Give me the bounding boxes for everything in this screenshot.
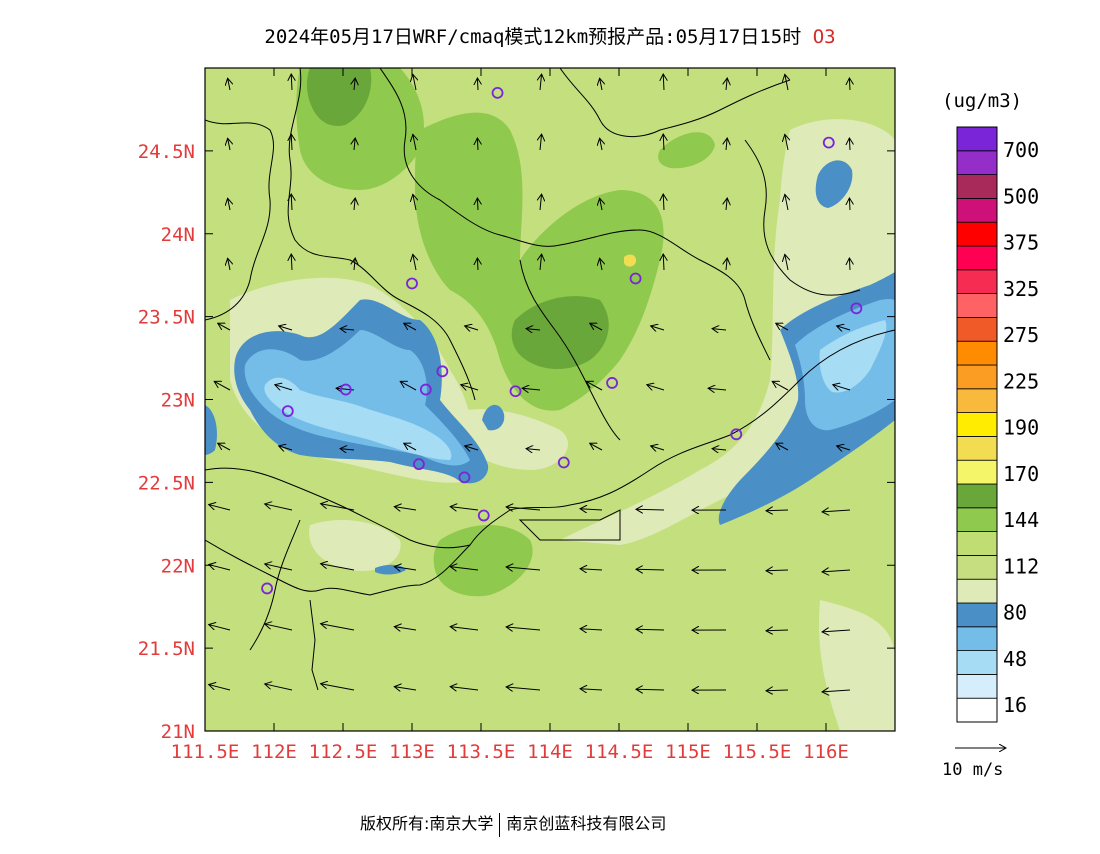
colorbar-bin [957, 508, 997, 532]
wind-vector [849, 78, 850, 90]
colorbar: 700 500 375 325 275 225 190 170 144 112 80 48 16 [957, 127, 1039, 722]
colorbar-label: 112 [1003, 554, 1039, 578]
copyright-left: 版权所有:南京大学 [360, 814, 493, 833]
colorbar-bin [957, 341, 997, 365]
wind-vector [477, 258, 478, 270]
colorbar-bin [957, 270, 997, 294]
colorbar-label: 375 [1003, 231, 1039, 255]
lat-tick-label: 24N [161, 224, 195, 246]
wind-vector [477, 138, 478, 150]
lon-tick-label: 112E [251, 741, 297, 763]
colorbar-label: 144 [1003, 508, 1039, 532]
lat-tick-label: 22N [161, 555, 195, 577]
colorbar-label: 190 [1003, 416, 1039, 440]
wind-vector [849, 138, 850, 150]
colorbar-bin [957, 127, 997, 151]
colorbar-bin [957, 627, 997, 651]
footer-divider [499, 813, 500, 837]
colorbar-bin [957, 555, 997, 579]
colorbar-label: 16 [1003, 693, 1027, 717]
lon-tick-label: 112.5E [309, 741, 378, 763]
colorbar-label: 700 [1003, 138, 1039, 162]
lon-tick-label: 113E [389, 741, 435, 763]
wind-vector [477, 78, 478, 90]
title-main: 2024年05月17日WRF/cmaq模式12km预报产品:05月17日15时 [264, 26, 801, 48]
colorbar-bin [957, 460, 997, 484]
lon-tick-label: 115.5E [723, 741, 792, 763]
lon-tick-label: 114.5E [585, 741, 654, 763]
colorbar-bin [957, 436, 997, 460]
colorbar-units: (ug/m3) [942, 90, 1022, 112]
colorbar-label: 80 [1003, 601, 1027, 625]
lat-tick-label: 22.5N [138, 472, 195, 494]
lon-tick-label: 113.5E [447, 741, 516, 763]
colorbar-bin [957, 674, 997, 698]
lat-tick-label: 21N [161, 721, 195, 743]
colorbar-bin [957, 413, 997, 437]
colorbar-label: 225 [1003, 369, 1039, 393]
wind-vector [849, 198, 850, 210]
lon-tick-label: 115E [665, 741, 711, 763]
colorbar-bin [957, 175, 997, 199]
wind-vector [849, 258, 850, 270]
colorbar-label: 275 [1003, 323, 1039, 347]
map-plot-area [205, 68, 895, 731]
lat-tick-label: 23N [161, 390, 195, 412]
colorbar-bin [957, 365, 997, 389]
title-species: O3 [813, 26, 836, 48]
colorbar-bin [957, 484, 997, 508]
colorbar-bin [957, 294, 997, 318]
colorbar-label: 500 [1003, 184, 1039, 208]
colorbar-bin [957, 151, 997, 175]
wind-vector [477, 198, 478, 210]
colorbar-bin [957, 698, 997, 722]
wind-reference-label: 10 m/s [942, 760, 1003, 780]
copyright-footer: 版权所有:南京大学南京创蓝科技有限公司 [360, 810, 666, 837]
colorbar-bin [957, 579, 997, 603]
colorbar-bin [957, 317, 997, 341]
colorbar-label: 325 [1003, 277, 1039, 301]
colorbar-label: 170 [1003, 462, 1039, 486]
colorbar-bin [957, 198, 997, 222]
lat-tick-label: 23.5N [138, 307, 195, 329]
lat-tick-label: 21.5N [138, 638, 195, 660]
copyright-right: 南京创蓝科技有限公司 [506, 814, 666, 833]
lon-tick-label: 114E [527, 741, 573, 763]
lat-tick-label: 24.5N [138, 141, 195, 163]
page-title: 2024年05月17日WRF/cmaq模式12km预报产品:05月17日15时 … [0, 22, 1100, 49]
lon-tick-label: 116E [803, 741, 849, 763]
colorbar-bin [957, 389, 997, 413]
colorbar-bin [957, 603, 997, 627]
colorbar-bin [957, 651, 997, 675]
colorbar-bin [957, 532, 997, 556]
lon-tick-label: 111.5E [171, 741, 240, 763]
colorbar-bin [957, 246, 997, 270]
colorbar-bin [957, 222, 997, 246]
colorbar-label: 48 [1003, 647, 1027, 671]
